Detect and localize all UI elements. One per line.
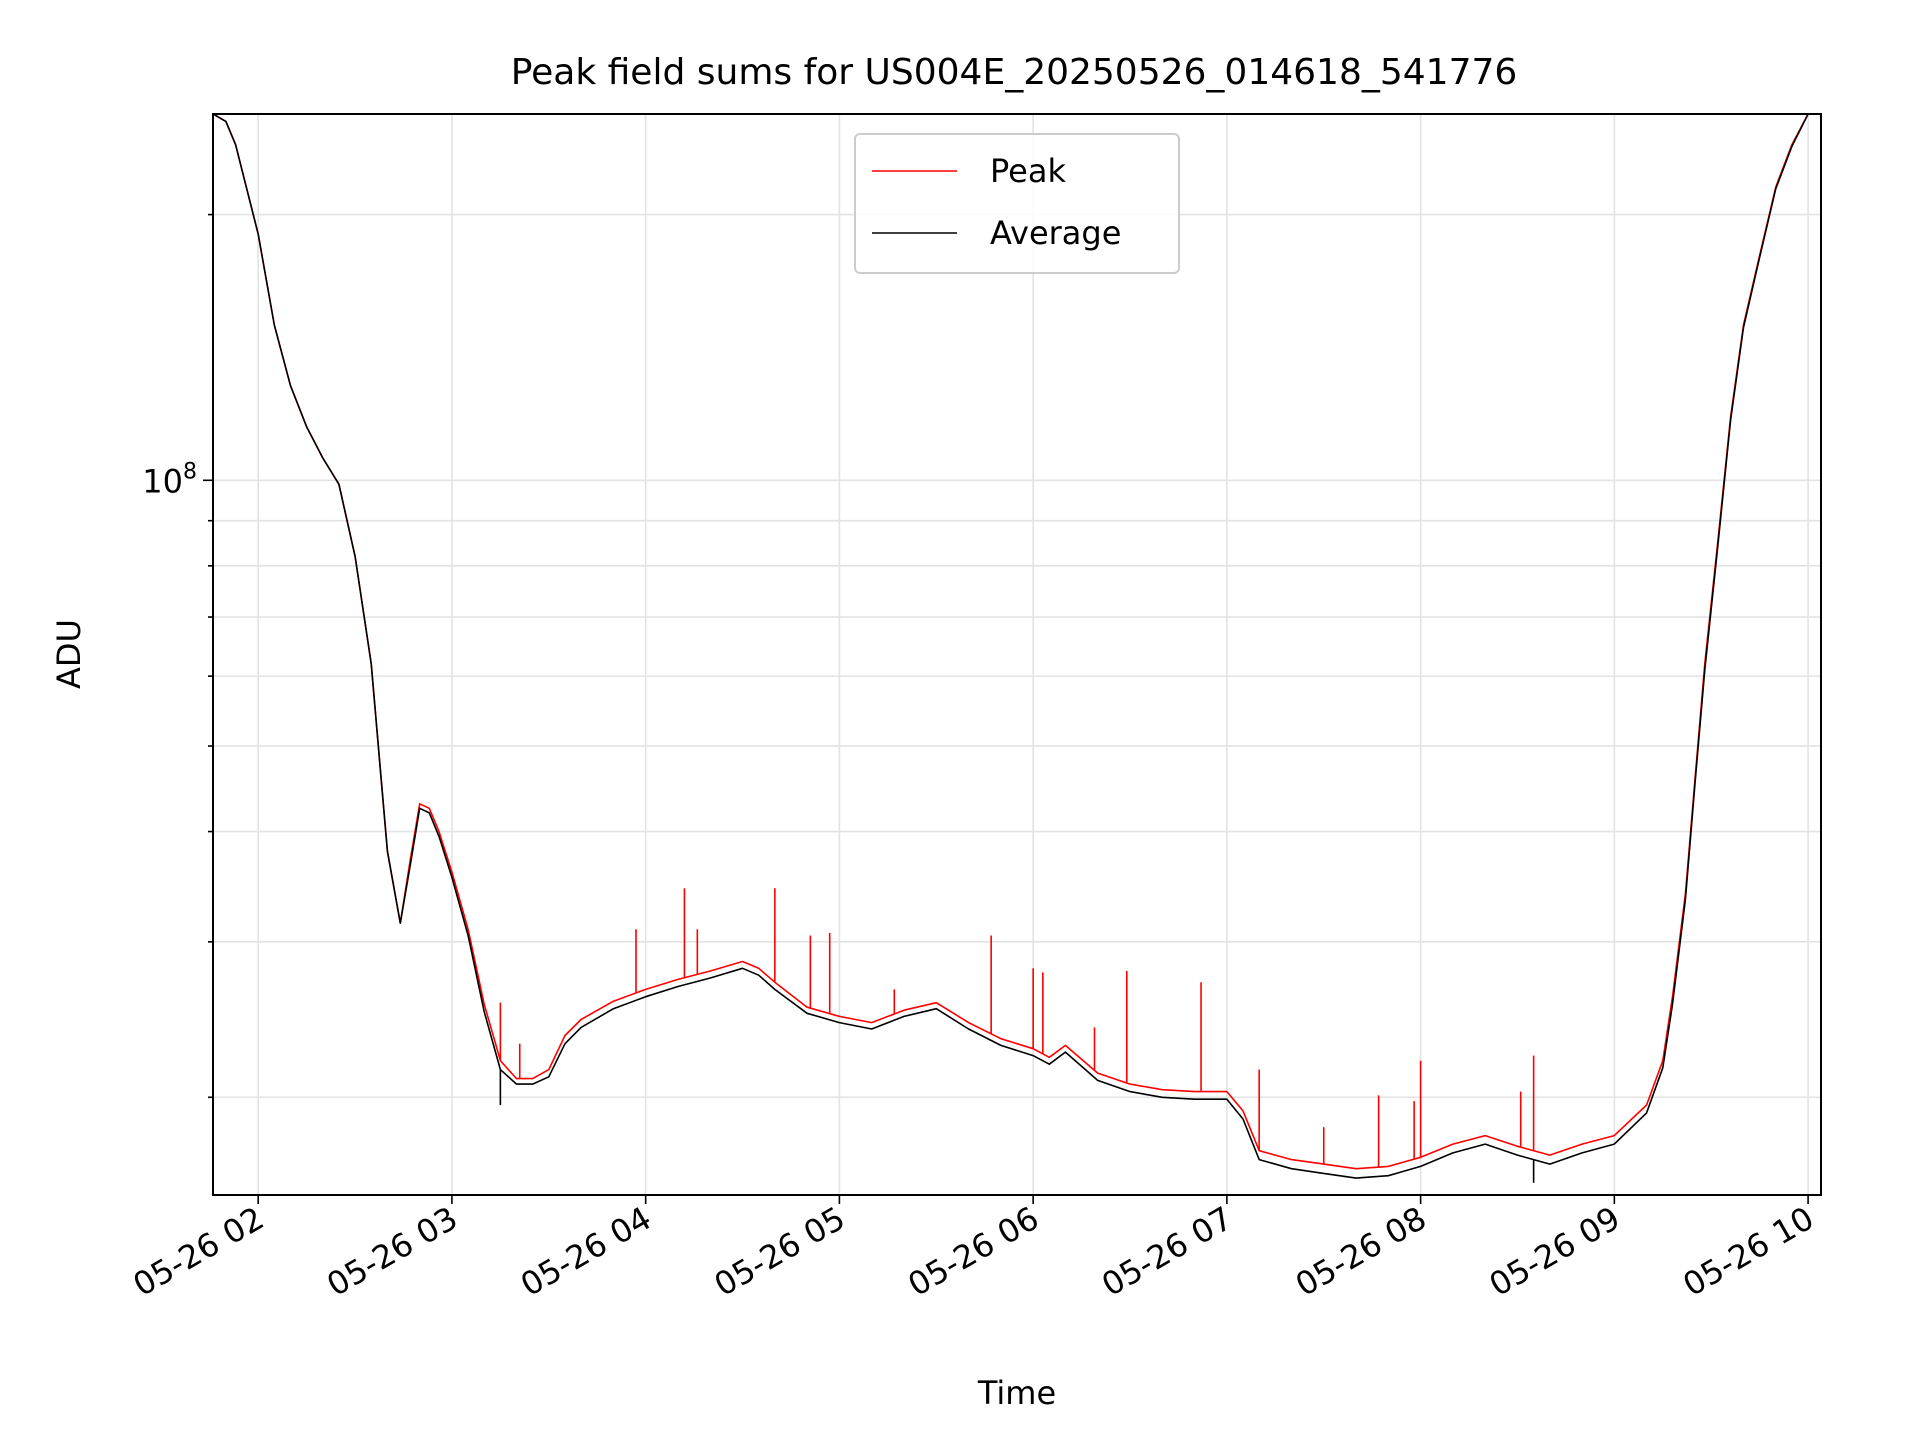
legend-average-label: Average (990, 214, 1121, 252)
series-layer (213, 114, 1821, 1183)
x-axis-label: Time (977, 1374, 1056, 1412)
plot-area-frame (212, 113, 1822, 1196)
grid (213, 114, 1821, 1195)
y-tick-label: 108 (142, 459, 197, 500)
chart-title: Peak field sums for US004E_20250526_0146… (511, 52, 1518, 93)
y-axis-label: ADU (50, 619, 88, 689)
legend: Peak Average (854, 133, 1180, 274)
legend-peak-label: Peak (990, 152, 1066, 190)
legend-box (854, 133, 1180, 274)
series-group (213, 114, 1821, 1183)
average-line (213, 114, 1821, 1179)
